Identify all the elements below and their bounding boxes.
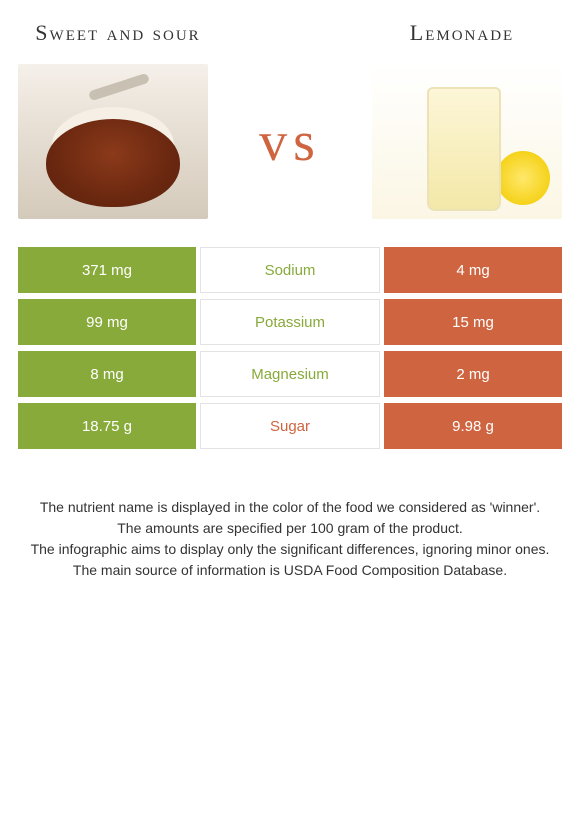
value-right: 9.98 g bbox=[384, 403, 562, 449]
value-left: 8 mg bbox=[18, 351, 196, 397]
title-right: Lemonade bbox=[362, 20, 562, 46]
vs-label: vs bbox=[259, 110, 321, 174]
nutrient-label: Magnesium bbox=[200, 351, 380, 397]
title-left: Sweet and sour bbox=[18, 20, 218, 46]
value-right: 15 mg bbox=[384, 299, 562, 345]
value-left: 18.75 g bbox=[18, 403, 196, 449]
footer-notes: The nutrient name is displayed in the co… bbox=[18, 497, 562, 581]
footer-line: The nutrient name is displayed in the co… bbox=[24, 497, 556, 518]
value-right: 4 mg bbox=[384, 247, 562, 293]
nutrient-label: Potassium bbox=[200, 299, 380, 345]
value-left: 99 mg bbox=[18, 299, 196, 345]
table-row: 8 mgMagnesium2 mg bbox=[18, 351, 562, 397]
table-row: 371 mgSodium4 mg bbox=[18, 247, 562, 293]
footer-line: The main source of information is USDA F… bbox=[24, 560, 556, 581]
nutrient-label: Sugar bbox=[200, 403, 380, 449]
image-lemonade bbox=[372, 64, 562, 219]
table-row: 18.75 gSugar9.98 g bbox=[18, 403, 562, 449]
image-sweet-and-sour bbox=[18, 64, 208, 219]
value-left: 371 mg bbox=[18, 247, 196, 293]
footer-line: The infographic aims to display only the… bbox=[24, 539, 556, 560]
nutrient-label: Sodium bbox=[200, 247, 380, 293]
footer-line: The amounts are specified per 100 gram o… bbox=[24, 518, 556, 539]
nutrient-table: 371 mgSodium4 mg 99 mgPotassium15 mg 8 mgM… bbox=[18, 247, 562, 449]
table-row: 99 mgPotassium15 mg bbox=[18, 299, 562, 345]
value-right: 2 mg bbox=[384, 351, 562, 397]
